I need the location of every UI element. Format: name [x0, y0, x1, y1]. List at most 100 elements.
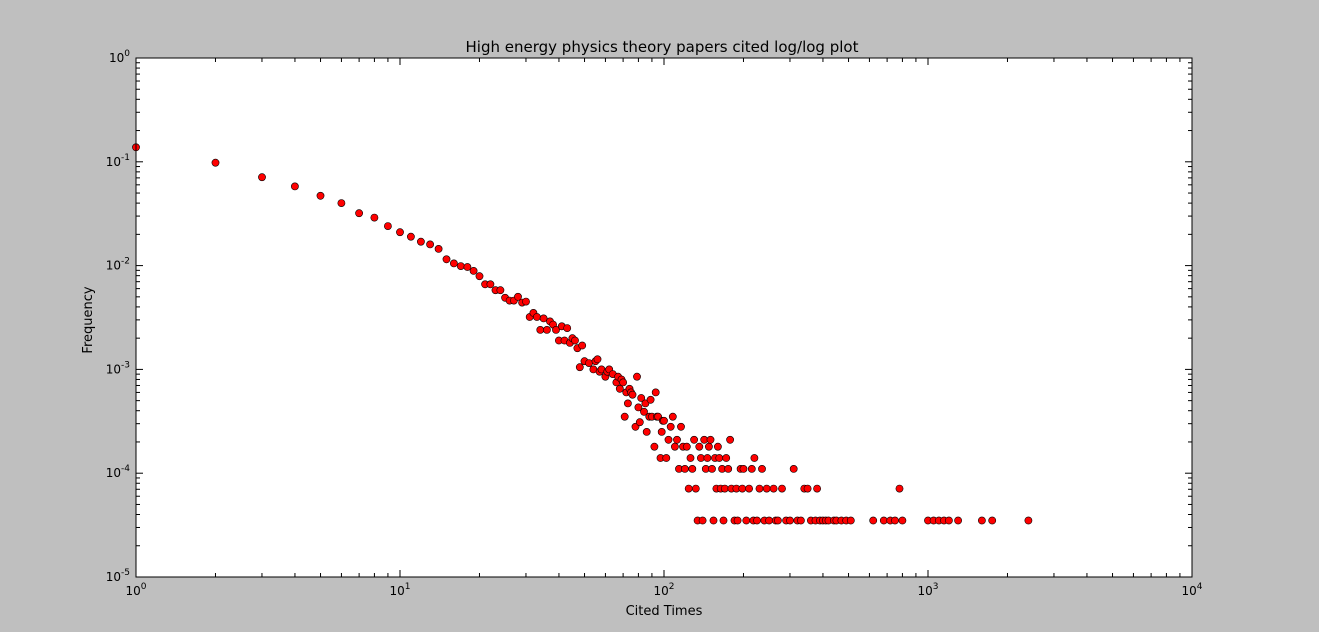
data-point: [681, 464, 689, 473]
data-point: [633, 372, 641, 381]
data-point: [708, 464, 716, 473]
data-point: [258, 173, 266, 182]
plot-frame: [135, 57, 1193, 578]
data-point: [755, 484, 764, 493]
data-point: [762, 484, 771, 493]
y-tick-label: 10-2: [106, 257, 130, 273]
data-point: [575, 363, 584, 372]
chart-title: High energy physics theory papers cited …: [466, 38, 859, 56]
data-point: [563, 324, 572, 332]
data-point: [789, 464, 798, 473]
data-point: [290, 182, 299, 191]
y-axis-ticks: 100 10-1 10-2 10-3 10-4 10-5: [106, 49, 1192, 584]
data-point: [615, 384, 624, 393]
y-axis-label: Frequency: [81, 286, 96, 353]
data-point: [571, 336, 579, 345]
data-point: [434, 244, 443, 253]
data-point: [803, 484, 812, 493]
data-point: [533, 313, 541, 321]
y-tick-label: 10-1: [106, 153, 130, 169]
data-point: [620, 412, 629, 421]
x-axis-ticks: 100 101 102 103 104: [125, 58, 1203, 598]
data-point: [714, 442, 722, 451]
data-point: [673, 435, 681, 444]
data-point: [211, 158, 220, 167]
data-point: [797, 516, 805, 525]
data-point: [750, 454, 759, 462]
y-tick-label: 10-5: [106, 568, 130, 584]
data-point: [753, 516, 761, 525]
data-point: [978, 516, 986, 525]
data-point: [677, 422, 685, 431]
data-point: [456, 262, 465, 270]
data-point: [733, 516, 742, 525]
y-tick-label: 10-3: [106, 360, 130, 376]
x-tick-label: 104: [1181, 582, 1202, 598]
data-point: [738, 484, 747, 493]
data-point: [634, 403, 643, 412]
data-point: [954, 516, 962, 525]
data-point: [442, 255, 451, 264]
data-point: [463, 263, 472, 271]
x-tick-label: 102: [653, 582, 674, 598]
data-point: [690, 435, 698, 444]
data-point: [709, 516, 718, 525]
data-point: [726, 435, 734, 444]
data-point: [945, 516, 953, 525]
data-point: [688, 464, 697, 473]
data-point: [619, 378, 627, 387]
x-tick-label: 101: [389, 582, 410, 598]
data-point: [651, 388, 660, 397]
data-point: [383, 222, 392, 230]
data-point: [898, 516, 907, 525]
data-point: [705, 442, 713, 451]
data-point: [355, 209, 363, 218]
data-point: [774, 516, 782, 525]
data-point: [691, 484, 700, 493]
data-point: [660, 416, 668, 425]
data-point: [514, 292, 522, 301]
data-point: [642, 427, 651, 436]
data-point: [662, 454, 671, 462]
data-point: [720, 484, 729, 493]
data-point: [686, 454, 695, 462]
data-point: [539, 314, 548, 323]
data-point: [370, 213, 379, 222]
data-point: [747, 464, 756, 473]
data-point: [869, 516, 878, 525]
data-point: [640, 407, 648, 416]
data-point: [406, 232, 415, 241]
data-point: [469, 266, 478, 275]
data-point: [496, 286, 505, 295]
data-point: [739, 464, 748, 473]
data-point: [637, 394, 646, 402]
data-point: [1024, 516, 1033, 525]
data-point: [543, 325, 551, 334]
data-point: [657, 427, 666, 436]
data-point: [846, 516, 855, 525]
data-point: [698, 516, 707, 525]
data-point: [745, 484, 753, 493]
data-point: [719, 516, 728, 525]
data-point: [703, 454, 712, 462]
data-point: [722, 454, 731, 462]
data-point: [522, 297, 530, 306]
data-point: [316, 191, 325, 200]
data-point: [552, 325, 560, 334]
y-tick-label: 100: [109, 49, 130, 65]
plot-area: [136, 58, 1192, 577]
data-point: [536, 325, 545, 334]
data-point: [628, 390, 637, 399]
data-point: [715, 454, 724, 462]
data-points: [132, 143, 1033, 525]
data-point: [593, 355, 602, 364]
data-point: [879, 516, 888, 525]
x-axis-label: Cited Times: [626, 604, 703, 619]
data-point: [765, 516, 773, 525]
data-point: [635, 418, 644, 427]
data-point: [895, 484, 904, 493]
data-point: [475, 272, 484, 281]
y-tick-label: 10-4: [106, 464, 131, 480]
data-point: [988, 516, 997, 525]
